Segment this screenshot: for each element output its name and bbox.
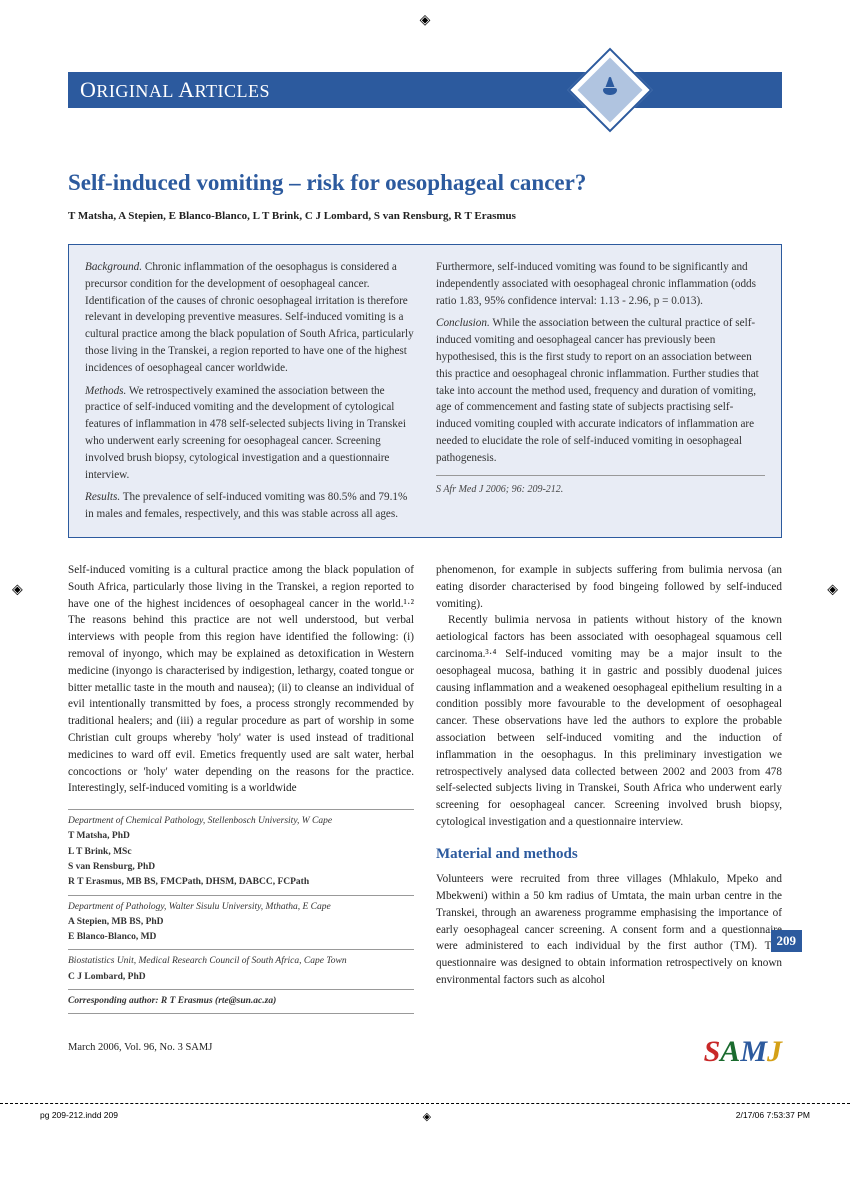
abstract-box: Background. Chronic inflammation of the …: [68, 244, 782, 538]
author-affil: S van Rensburg, PhD: [68, 861, 414, 874]
author-affil: E Blanco-Blanco, MD: [68, 931, 414, 944]
abstract-background: Background. Chronic inflammation of the …: [85, 259, 414, 377]
intro-paragraph-1: Self-induced vomiting is a cultural prac…: [68, 562, 414, 797]
intro-paragraph-3: Recently bulimia nervosa in patients wit…: [436, 612, 782, 830]
author-affil: C J Lombard, PhD: [68, 971, 414, 984]
section-header: ORIGINAL ARTICLES: [68, 60, 782, 120]
mortar-pestle-icon: [598, 75, 622, 105]
logo-letter-s: S: [704, 1035, 721, 1068]
article-body: Self-induced vomiting is a cultural prac…: [68, 562, 782, 1014]
journal-page: ◈ ◈ ◈ ORIGINAL ARTICLES Self-induced vom…: [0, 0, 850, 1179]
author-affil: R T Erasmus, MB BS, FMCPath, DHSM, DABCC…: [68, 876, 414, 889]
logo-letter-a: A: [720, 1035, 740, 1068]
background-text: Chronic inflammation of the oesophagus i…: [85, 261, 414, 374]
abstract-reference: S Afr Med J 2006; 96: 209-212.: [436, 475, 765, 497]
author-list: T Matsha, A Stepien, E Blanco-Blanco, L …: [68, 210, 782, 226]
crop-mark-bottom: ◈: [423, 1110, 431, 1123]
author-affil: T Matsha, PhD: [68, 830, 414, 843]
logo-letter-m: M: [740, 1035, 767, 1068]
article-title: Self-induced vomiting – risk for oesopha…: [68, 170, 782, 196]
header-diamond-icon: [568, 48, 653, 133]
page-number-badge: 209: [771, 930, 803, 952]
section-label: ORIGINAL ARTICLES: [80, 77, 270, 103]
results-label: Results.: [85, 491, 120, 503]
author-affil: L T Brink, MSc: [68, 846, 414, 859]
background-label: Background.: [85, 261, 142, 273]
indd-filename: pg 209-212.indd 209: [40, 1110, 118, 1123]
methods-label: Methods.: [85, 385, 126, 397]
conclusion-text: While the association between the cultur…: [436, 317, 759, 463]
crop-mark-left: ◈: [12, 581, 23, 598]
material-methods-heading: Material and methods: [436, 843, 782, 866]
corresponding-author: Corresponding author: R T Erasmus (rte@s…: [68, 989, 414, 1014]
samj-logo: SAMJ: [704, 1035, 782, 1069]
crop-mark-top: ◈: [420, 12, 431, 29]
abstract-methods: Methods. We retrospectively examined the…: [85, 383, 414, 484]
print-timestamp: 2/17/06 7:53:37 PM: [736, 1110, 810, 1123]
page-footer-citation: March 2006, Vol. 96, No. 3 SAMJ: [68, 1042, 212, 1053]
abstract-conclusion: Conclusion. While the association betwee…: [436, 315, 765, 466]
author-affil: A Stepien, MB BS, PhD: [68, 916, 414, 929]
dept-1: Department of Chemical Pathology, Stelle…: [68, 809, 414, 828]
intro-paragraph-2: phenomenon, for example in subjects suff…: [436, 562, 782, 612]
affiliations-block: Department of Chemical Pathology, Stelle…: [68, 809, 414, 1014]
print-metadata: pg 209-212.indd 209 ◈ 2/17/06 7:53:37 PM: [0, 1103, 850, 1123]
dept-2: Department of Pathology, Walter Sisulu U…: [68, 895, 414, 914]
methods-text: We retrospectively examined the associat…: [85, 385, 406, 481]
logo-letter-j: J: [767, 1035, 782, 1068]
dept-3: Biostatistics Unit, Medical Research Cou…: [68, 949, 414, 968]
conclusion-label: Conclusion.: [436, 317, 490, 329]
mm-paragraph-1: Volunteers were recruited from three vil…: [436, 871, 782, 989]
crop-mark-right: ◈: [827, 581, 838, 598]
section-label-bar: ORIGINAL ARTICLES: [68, 72, 600, 108]
